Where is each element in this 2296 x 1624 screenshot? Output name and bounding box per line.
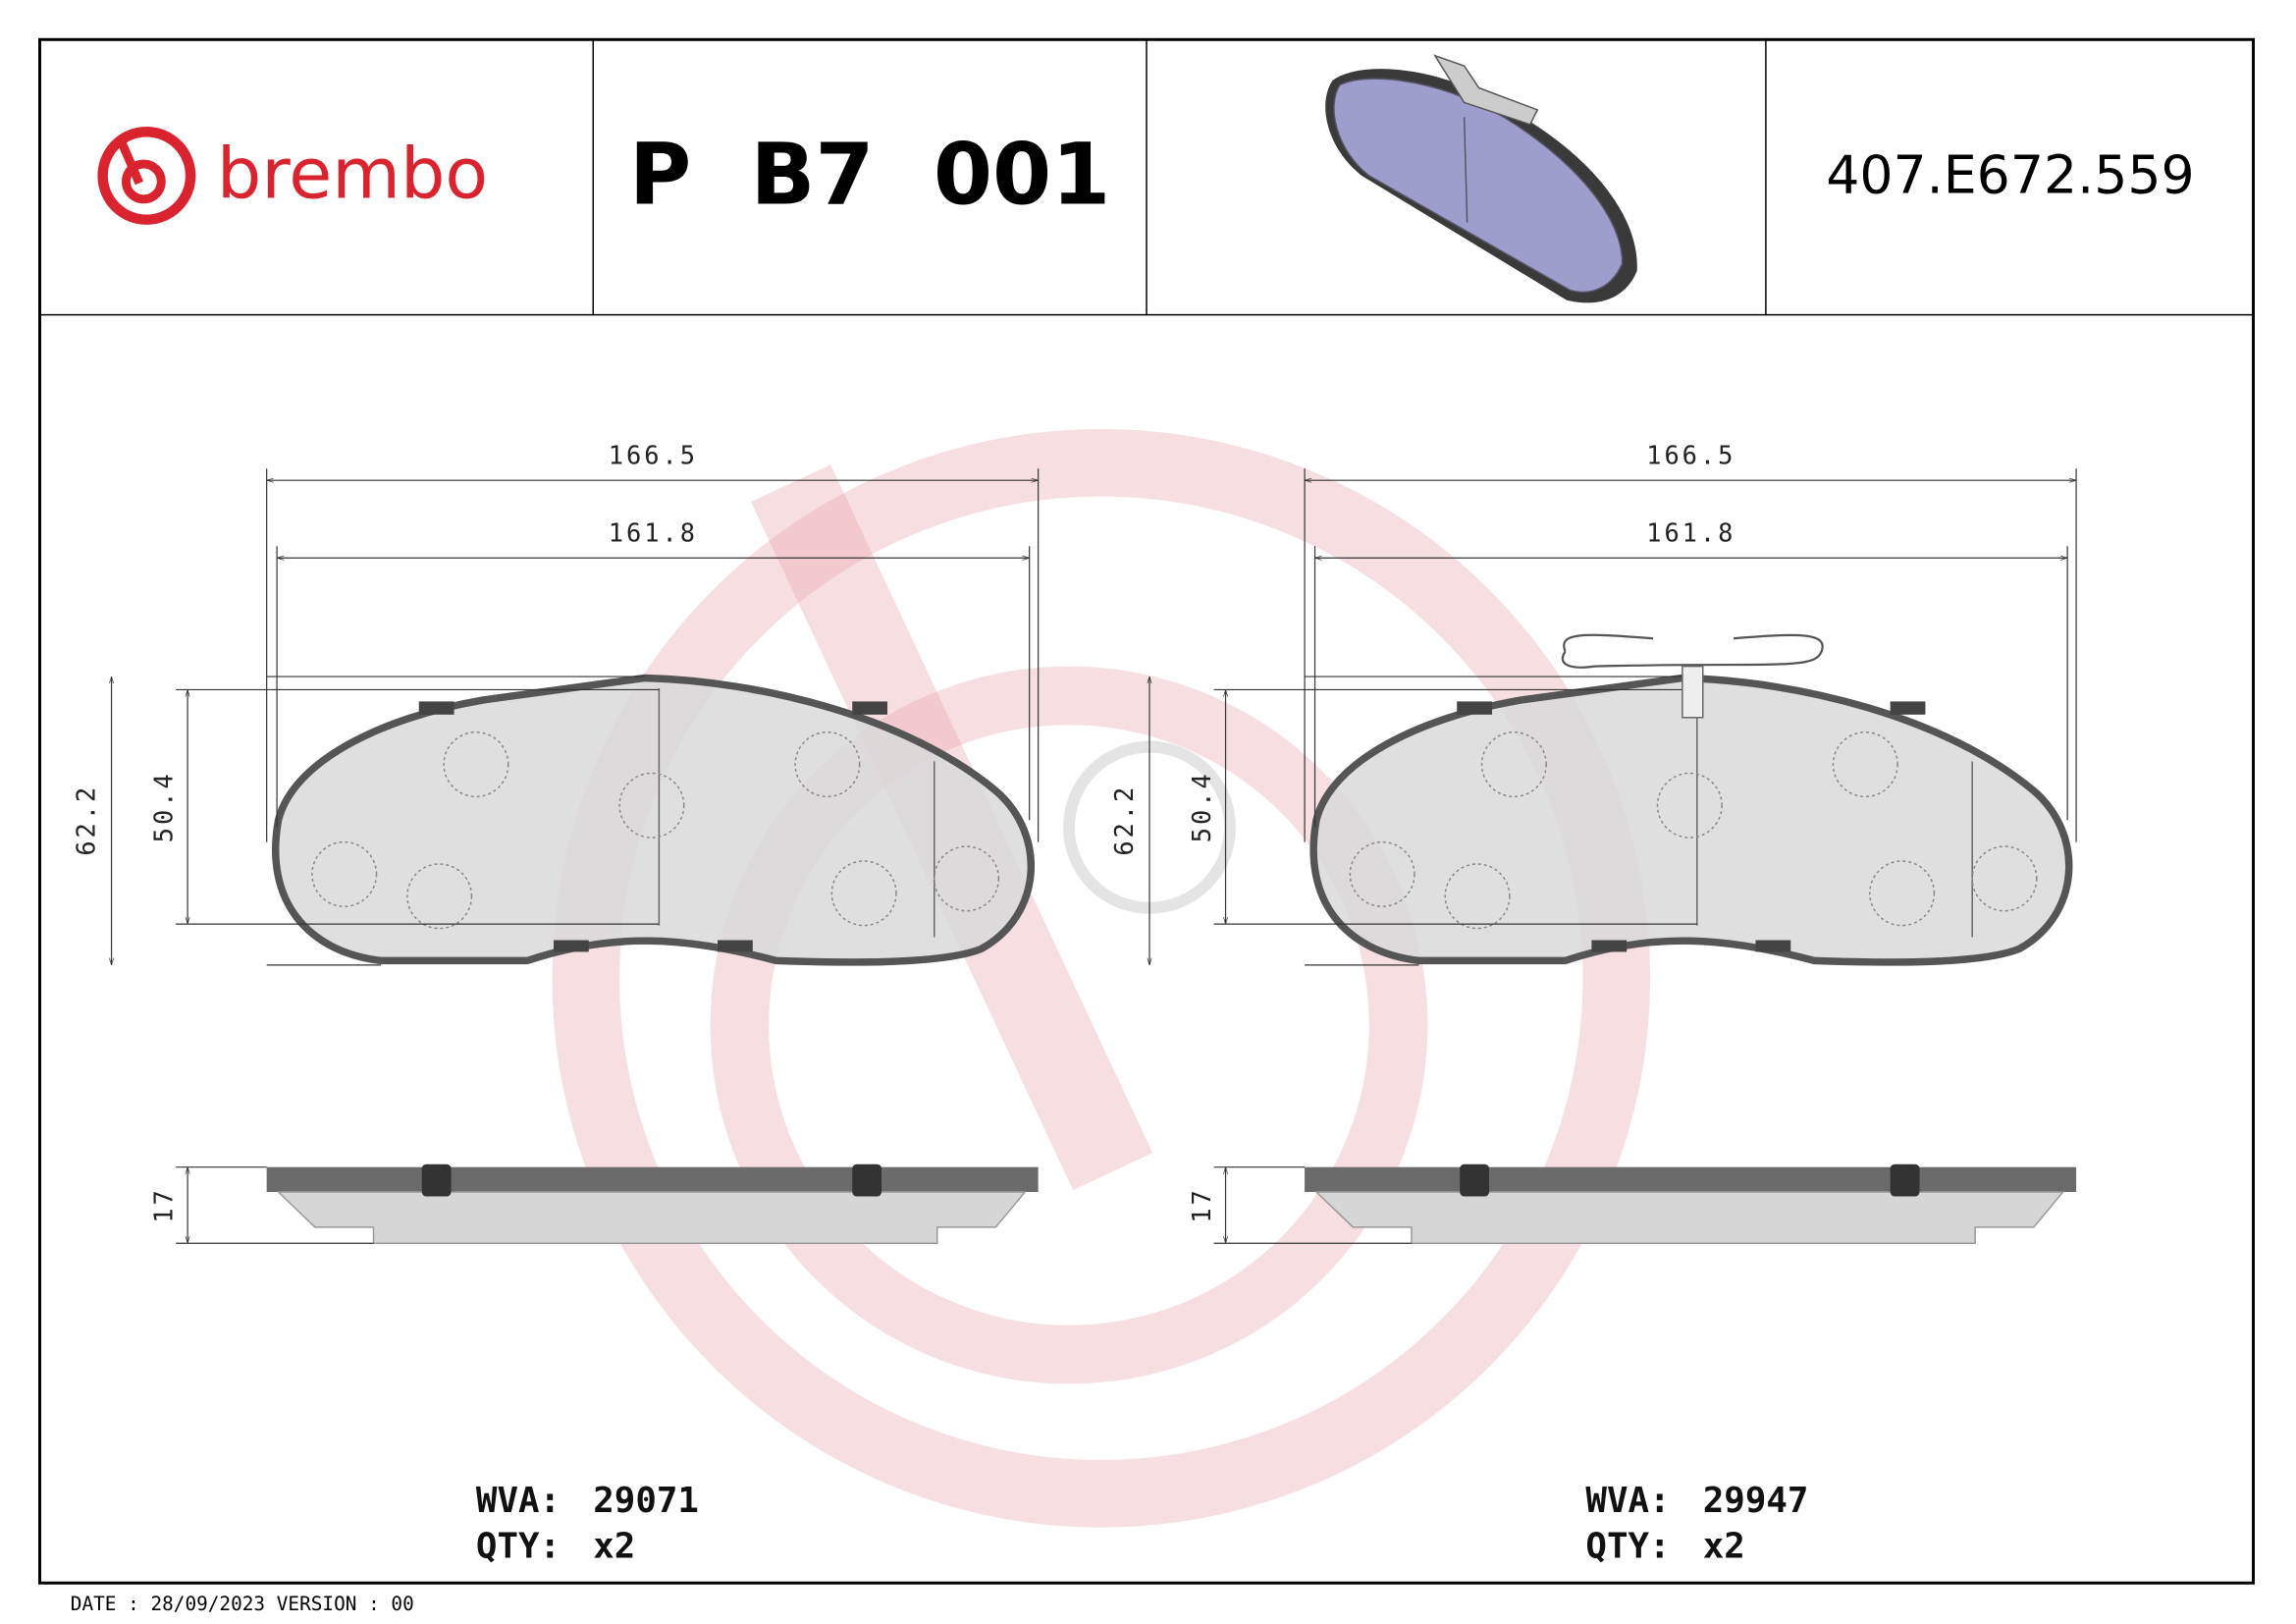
qty-label: QTY:: [476, 1526, 561, 1566]
dimension: 50.4: [1187, 771, 1216, 842]
dimension: 17: [1187, 1187, 1216, 1222]
qty-label: QTY:: [1585, 1526, 1670, 1566]
footer: DATE : 28/09/2023 VERSION : 00: [71, 1593, 414, 1615]
dimension: 166.5: [1646, 440, 1735, 469]
qty: x2: [593, 1526, 635, 1566]
dimension: 161.8: [609, 517, 698, 547]
wva: 29947: [1703, 1481, 1809, 1521]
dimension: 161.8: [1646, 517, 1735, 547]
dimension: 166.5: [609, 440, 698, 469]
wva: 29071: [593, 1481, 699, 1521]
dimension: 17: [149, 1187, 179, 1222]
pad-image: [1325, 54, 1637, 303]
brand: brembo: [217, 133, 488, 214]
brembo-logo: brembo: [97, 127, 488, 225]
dimension: 62.2: [1109, 785, 1139, 856]
wva-label: WVA:: [1585, 1481, 1670, 1521]
wva-label: WVA:: [476, 1481, 561, 1521]
qty: x2: [1703, 1526, 1745, 1566]
dimension: 62.2: [72, 785, 101, 856]
code: 407.E672.559: [1826, 144, 2194, 206]
dimension: 50.4: [149, 771, 179, 842]
watermark: [552, 428, 1651, 1528]
drawing-right: [1149, 468, 2076, 1243]
part-number: P B7 001: [629, 126, 1111, 224]
